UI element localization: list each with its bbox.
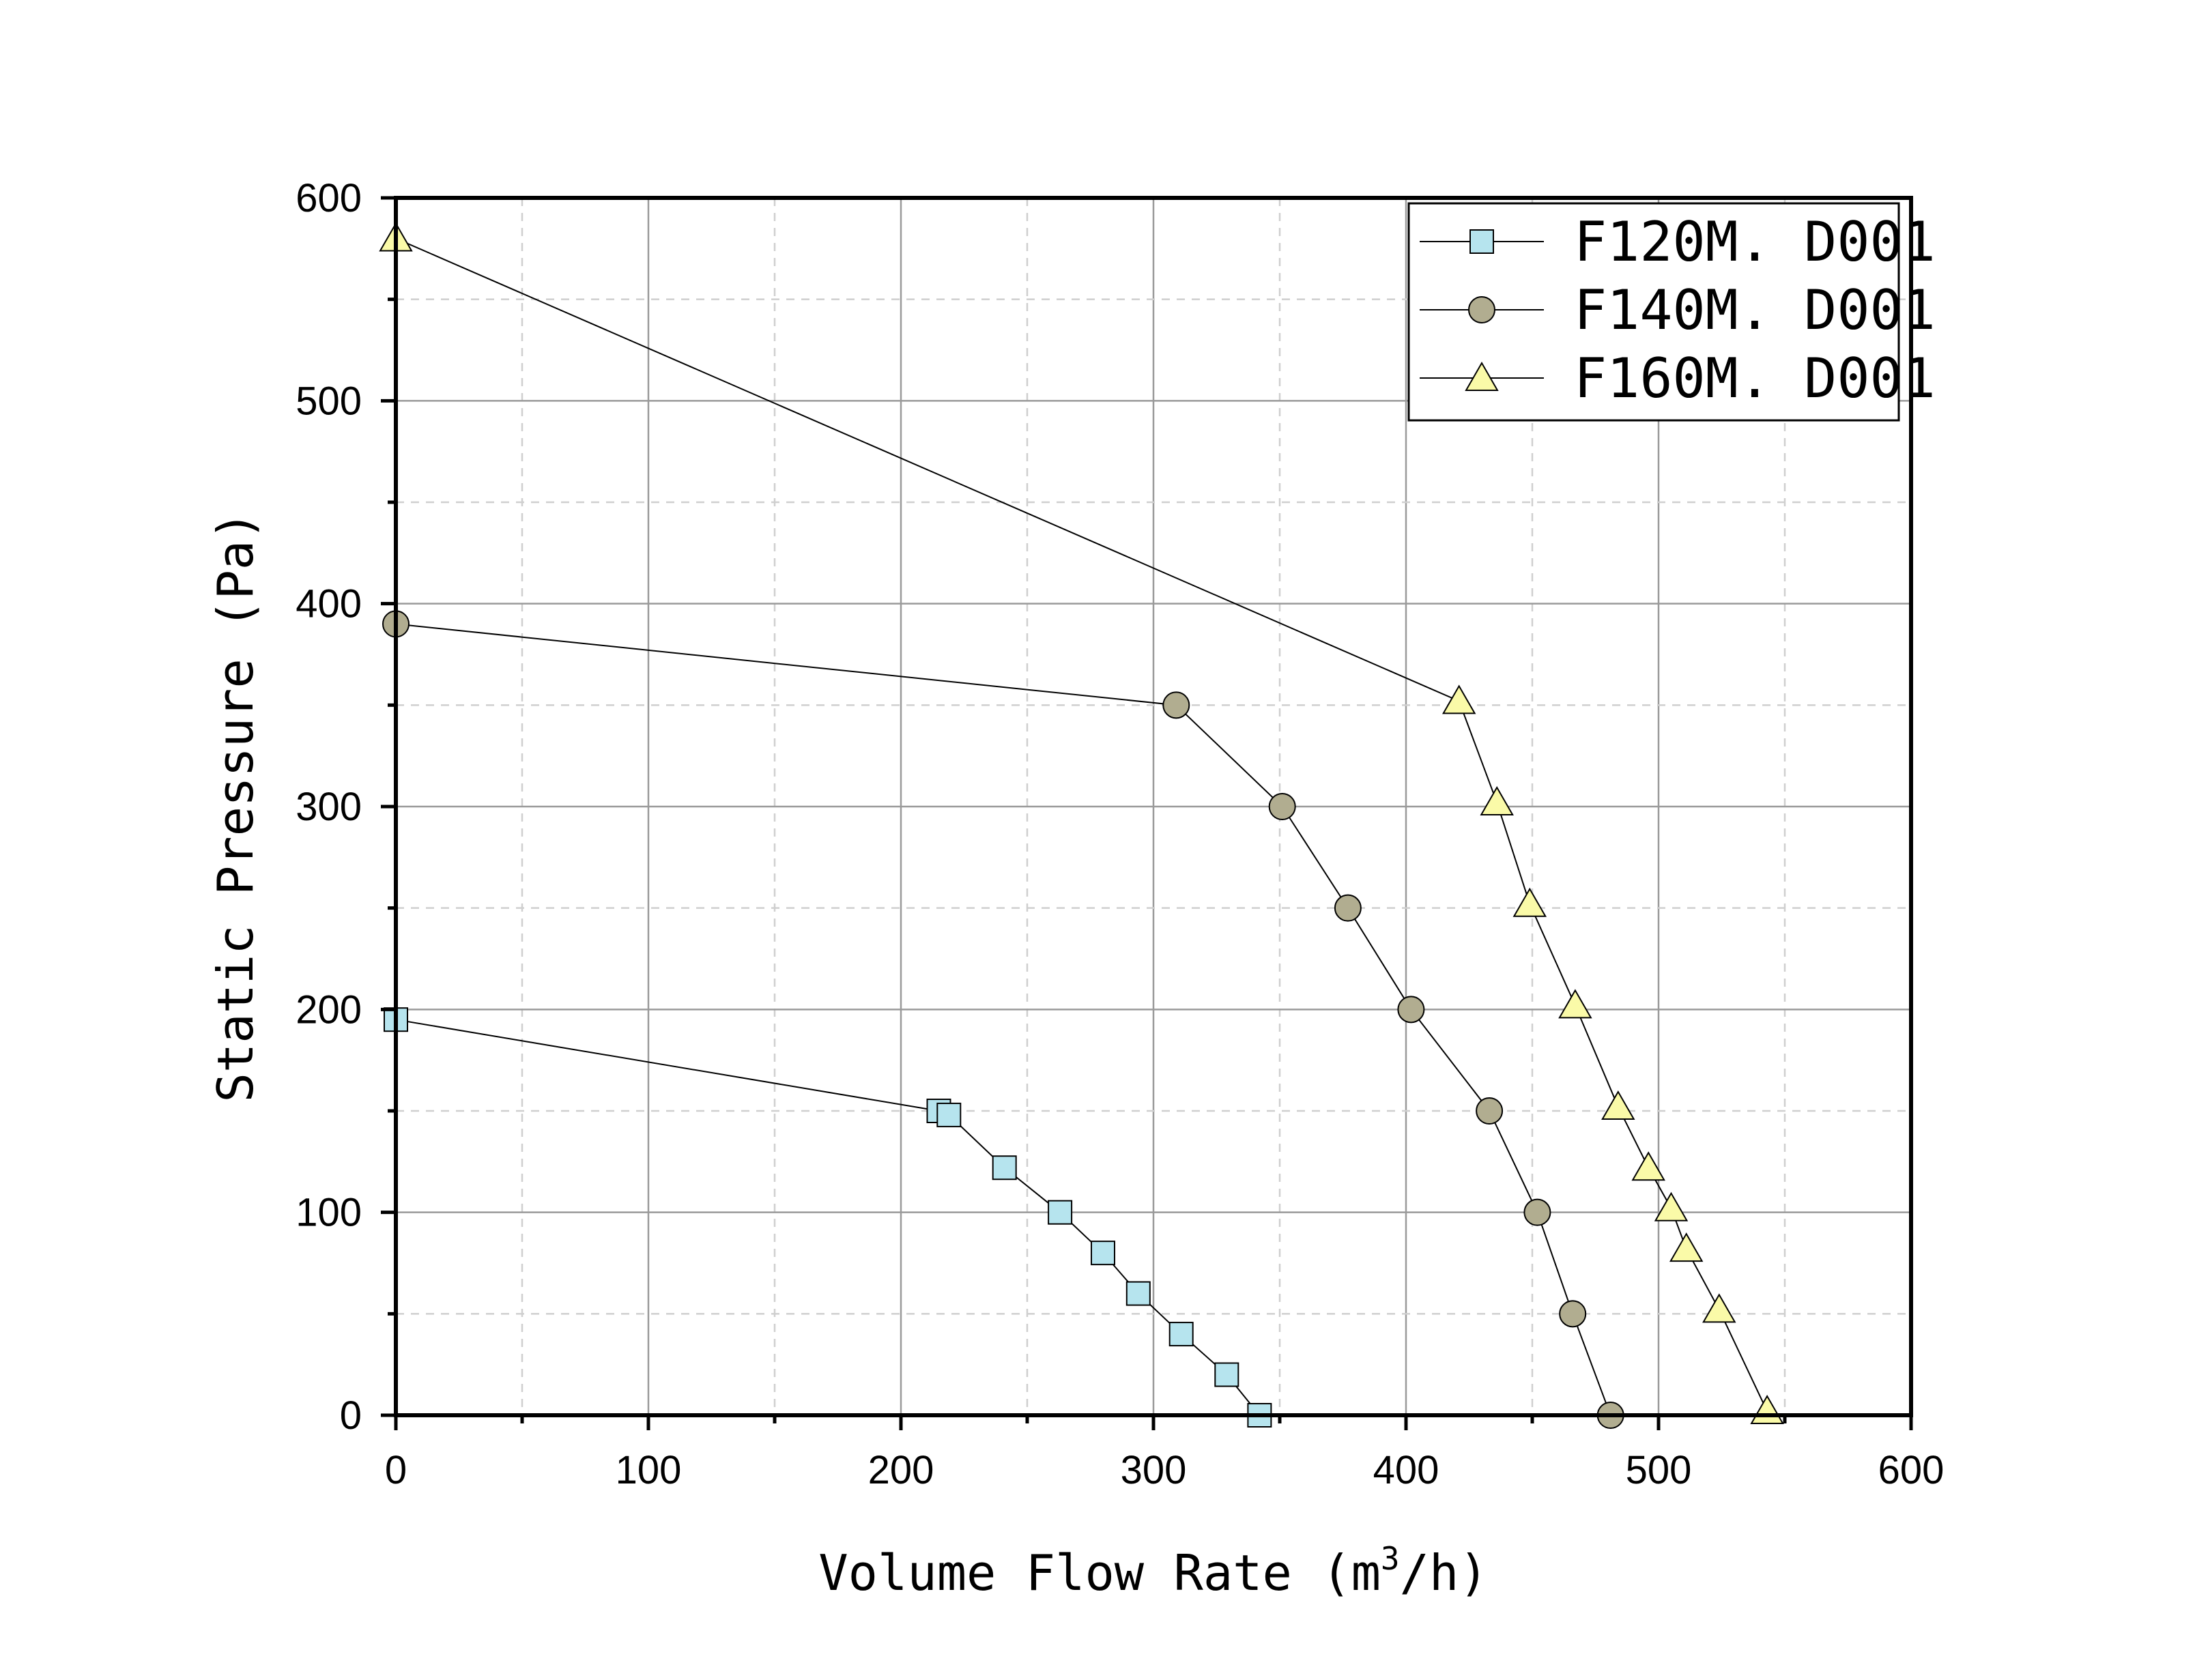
x-tick-label: 300 bbox=[1121, 1448, 1187, 1492]
x-tick-label: 0 bbox=[385, 1448, 407, 1492]
legend-marker bbox=[1468, 296, 1495, 323]
legend-label: F140M. D001 bbox=[1574, 278, 1936, 342]
legend-entry: F140M. D001 bbox=[1420, 278, 1936, 342]
data-point bbox=[1631, 1151, 1665, 1181]
y-tick-label: 600 bbox=[296, 176, 362, 220]
legend-marker bbox=[1465, 361, 1499, 391]
data-point bbox=[1523, 1198, 1551, 1226]
data-point bbox=[1512, 887, 1547, 917]
legend-label: F160M. D001 bbox=[1574, 347, 1936, 410]
y-tick-label: 500 bbox=[296, 379, 362, 423]
x-tick-label: 200 bbox=[868, 1448, 934, 1492]
data-point bbox=[1162, 691, 1190, 719]
data-point bbox=[1048, 1200, 1073, 1225]
data-point bbox=[1480, 786, 1514, 816]
x-tick-label: 400 bbox=[1373, 1448, 1439, 1492]
x-tick-label: 600 bbox=[1878, 1448, 1945, 1492]
x-tick-label: 500 bbox=[1626, 1448, 1692, 1492]
data-point bbox=[1168, 1322, 1194, 1347]
data-point bbox=[936, 1102, 962, 1127]
x-axis-title: Volume Flow Rate (m3/h) bbox=[818, 1540, 1488, 1602]
data-point bbox=[1702, 1293, 1736, 1323]
legend-marker bbox=[1469, 229, 1494, 254]
legend-entry: F160M. D001 bbox=[1420, 347, 1936, 410]
legend-label: F120M. D001 bbox=[1574, 210, 1936, 274]
x-tick-label: 100 bbox=[616, 1448, 682, 1492]
y-tick-label: 0 bbox=[340, 1393, 362, 1438]
series-F140M.D001 bbox=[382, 610, 1624, 1429]
data-point bbox=[1397, 996, 1425, 1024]
series-F120M.D001 bbox=[384, 1007, 1272, 1428]
data-point bbox=[1669, 1232, 1704, 1262]
data-point bbox=[1601, 1090, 1635, 1120]
data-point bbox=[1091, 1241, 1115, 1266]
data-point bbox=[1441, 684, 1476, 714]
data-point bbox=[1334, 894, 1362, 922]
y-tick-label: 200 bbox=[296, 987, 362, 1032]
y-tick-label: 100 bbox=[296, 1191, 362, 1235]
legend-entry: F120M. D001 bbox=[1420, 210, 1936, 274]
data-point bbox=[1125, 1281, 1151, 1306]
axis-ticks: 0 100 200 300 400 500 600 0 100 200 300 400 500 600 bbox=[296, 176, 1944, 1492]
data-point bbox=[1476, 1097, 1504, 1125]
data-point bbox=[1654, 1191, 1689, 1221]
y-tick-label: 400 bbox=[296, 582, 362, 626]
data-point bbox=[992, 1155, 1017, 1181]
data-point bbox=[1214, 1362, 1239, 1387]
data-point bbox=[1559, 1300, 1587, 1328]
data-point bbox=[1558, 989, 1592, 1019]
y-axis-title: Static Pressure (Pa) bbox=[207, 511, 264, 1103]
data-point bbox=[1268, 793, 1296, 820]
y-tick-label: 300 bbox=[296, 785, 362, 829]
